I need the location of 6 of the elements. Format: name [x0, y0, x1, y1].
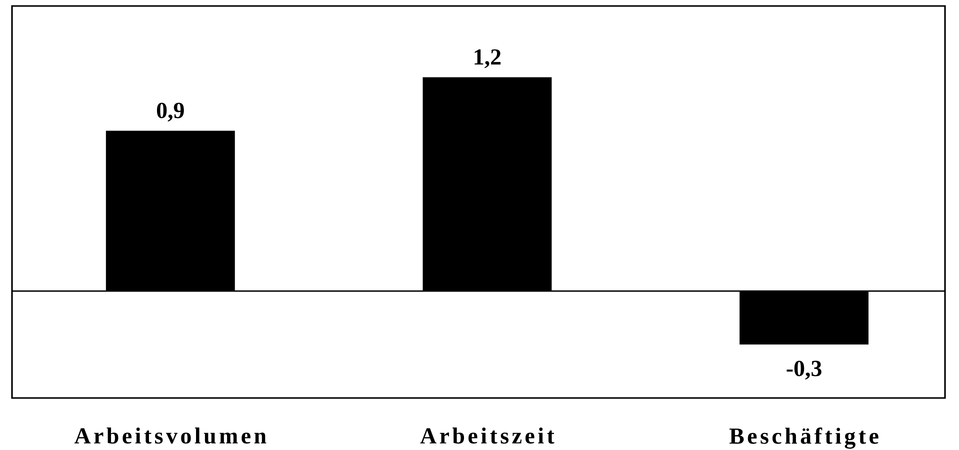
x-tick-label: Arbeitsvolumen [74, 428, 266, 444]
data-label: 0,9 [156, 102, 184, 122]
data-label: 1,2 [474, 49, 501, 68]
x-tick-label: Arbeitszeit [420, 428, 554, 444]
data-label: -0,3 [786, 360, 822, 380]
x-tick-label: Beschäftigte [729, 428, 878, 449]
